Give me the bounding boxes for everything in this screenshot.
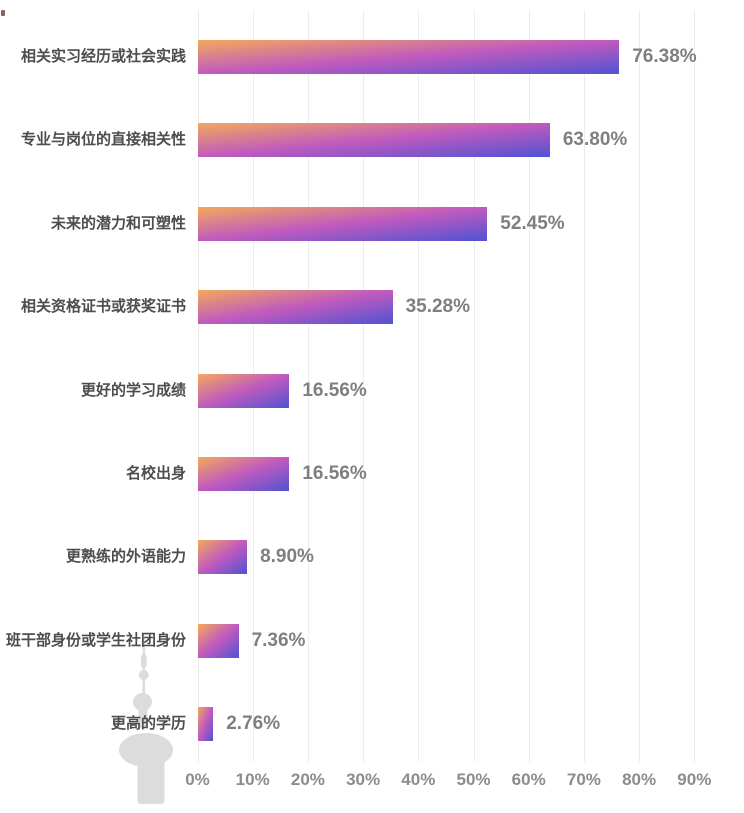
bar [198,457,290,491]
value-label: 2.76% [226,713,281,735]
gridline [528,10,530,762]
x-tick-label: 20% [290,770,325,789]
bar [198,290,393,325]
x-tick-label: 40% [401,770,436,789]
gridline [418,10,420,762]
bar [198,540,248,575]
value-label: 7.36% [251,629,306,651]
x-tick-label: 50% [456,770,491,789]
category-label: 班干部身份或学生社团身份 [5,631,186,649]
category-label: 名校出身 [125,465,186,482]
x-tick-label: 70% [566,770,601,789]
x-tick-label: 10% [235,770,270,789]
category-label: 更高的学历 [110,715,186,733]
value-label: 63.80% [562,129,628,151]
gridline [694,10,696,762]
value-label: 16.56% [302,379,367,401]
value-label: 8.90% [260,546,314,568]
x-tick-label: 0% [185,770,210,789]
x-tick-label: 80% [622,770,657,789]
category-label: 更熟练的外语能力 [65,548,186,566]
gridline [583,10,585,762]
bar [198,707,214,742]
category-label: 更好的学习成绩 [80,381,186,399]
bar [198,206,488,241]
category-label: 未来的潜力和可塑性 [50,214,186,232]
value-label: 16.56% [302,463,367,484]
bar [198,373,290,408]
bar [198,40,620,74]
value-label: 76.38% [632,46,697,67]
bar [198,623,239,658]
artifact-speck [1,10,5,16]
category-label: 相关实习经历或社会实践 [20,48,186,65]
category-label: 相关资格证书或获奖证书 [20,298,186,316]
gridline [363,10,365,762]
gridline [639,10,641,762]
bar [198,123,550,158]
gridline [473,10,475,762]
category-label: 专业与岗位的直接相关性 [20,131,186,149]
x-tick-label: 60% [511,770,546,789]
x-tick-label: 30% [346,770,381,789]
value-label: 35.28% [405,296,471,318]
x-tick-label: 90% [677,770,712,789]
value-label: 52.45% [500,212,565,234]
gridline [307,10,309,762]
